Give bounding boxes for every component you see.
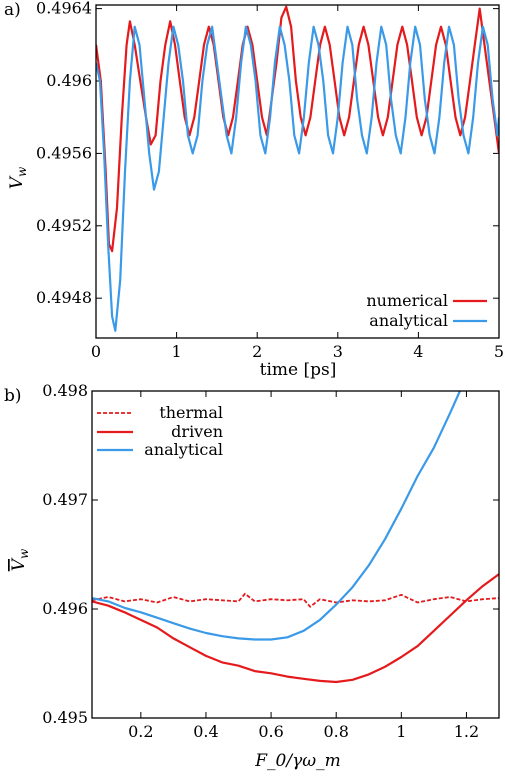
xtick-label: 3 bbox=[333, 342, 343, 361]
legend-thermal-label: thermal bbox=[159, 403, 223, 422]
panel-a-ytick-labels: 0.4948 0.4952 0.4956 0.496 0.4964 bbox=[36, 0, 92, 307]
panel-b-ytick-labels: 0.495 0.496 0.497 0.498 bbox=[42, 381, 88, 727]
panel-a-ylabel-sub: w bbox=[15, 166, 29, 177]
ytick-label: 0.498 bbox=[42, 381, 88, 400]
panel-b-ylabel-main: V bbox=[9, 557, 29, 571]
panel-b-xlabel: F_0/γω_m bbox=[254, 751, 340, 771]
series-numerical-line bbox=[96, 5, 499, 253]
ytick-label: 0.497 bbox=[42, 490, 88, 509]
panel-a-ticks bbox=[95, 5, 500, 338]
ytick-label: 0.495 bbox=[42, 708, 88, 727]
legend-driven-label: driven bbox=[171, 422, 223, 441]
panel-a-ylabel: Vw bbox=[7, 166, 29, 189]
panel-a-legend: numerical analytical bbox=[366, 291, 487, 330]
xtick-label: 0.8 bbox=[323, 722, 348, 741]
xtick-label: 0 bbox=[91, 342, 101, 361]
ytick-label: 0.4948 bbox=[36, 288, 92, 307]
panel-a-xlabel: time [ps] bbox=[260, 360, 337, 380]
xtick-label: 0.2 bbox=[128, 722, 153, 741]
series-driven-line bbox=[92, 573, 499, 684]
xtick-label: 0.6 bbox=[258, 722, 283, 741]
xtick-label: 1 bbox=[396, 722, 406, 741]
xtick-label: 1.2 bbox=[454, 722, 479, 741]
legend-numerical-label: numerical bbox=[366, 291, 448, 310]
panel-b-legend: thermal driven analytical bbox=[97, 403, 223, 459]
panel-a-label: a) bbox=[4, 0, 21, 20]
series-analytical-line bbox=[96, 25, 499, 332]
xtick-label: 5 bbox=[494, 342, 504, 361]
panel-a-xtick-labels: 0 1 2 3 4 5 bbox=[91, 342, 504, 361]
panel-b-label: b) bbox=[4, 386, 22, 406]
series-thermal-line bbox=[92, 592, 499, 608]
panel-a-ylabel-main: V bbox=[7, 175, 27, 189]
panel-a-frame bbox=[95, 4, 500, 339]
ytick-label: 0.4964 bbox=[36, 0, 92, 18]
panel-a-series bbox=[96, 5, 499, 332]
xtick-label: 4 bbox=[413, 342, 423, 361]
xtick-label: 1 bbox=[172, 342, 182, 361]
legend-analytical-b-label: analytical bbox=[144, 440, 223, 459]
panel-b-ylabel: Vw bbox=[9, 548, 31, 571]
ytick-label: 0.4952 bbox=[36, 216, 92, 235]
panel-b-frame bbox=[91, 390, 500, 719]
xtick-label: 2 bbox=[252, 342, 262, 361]
panel-b: b) 0.495 0.496 0.497 0.498 0.2 0.4 0.6 0.8 1 1.2… bbox=[4, 381, 500, 771]
xtick-label: 0.4 bbox=[193, 722, 218, 741]
ytick-label: 0.496 bbox=[42, 599, 88, 618]
ytick-label: 0.4956 bbox=[36, 143, 92, 162]
ytick-label: 0.496 bbox=[46, 71, 92, 90]
legend-analytical-label: analytical bbox=[369, 311, 448, 330]
panel-b-ylabel-sub: w bbox=[17, 548, 31, 559]
panel-b-xtick-labels: 0.2 0.4 0.6 0.8 1 1.2 bbox=[128, 722, 479, 741]
series-analytical-line bbox=[92, 391, 461, 641]
panel-b-series bbox=[92, 391, 499, 684]
